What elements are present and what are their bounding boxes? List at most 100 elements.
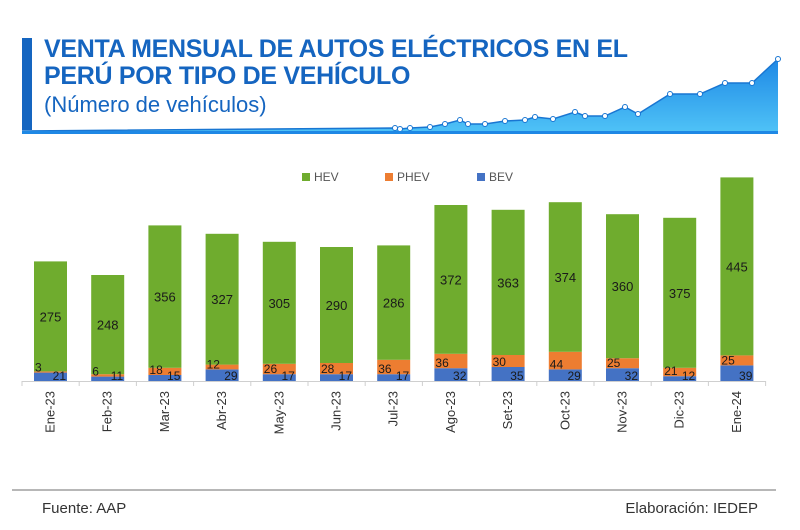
title-accent-bar xyxy=(22,38,32,130)
bar-group-Feb-23: 248 6 11 xyxy=(91,275,125,383)
chart-subtitle: (Número de vehículos) xyxy=(44,92,267,117)
bar-segment-bev xyxy=(720,365,754,381)
data-label-hev: 275 xyxy=(40,309,62,324)
trend-point xyxy=(635,111,641,117)
data-label-bev: 32 xyxy=(625,369,639,383)
x-axis: Ene-23 Feb-23 Mar-23 Abr-23 May-23 Jun-23 Jul-… xyxy=(21,381,767,434)
x-tick-label: Ene-23 xyxy=(43,391,58,433)
trend-point xyxy=(602,113,608,119)
legend-label-phev: PHEV xyxy=(397,170,430,184)
title-line-2: PERÚ POR TIPO DE VEHÍCULO xyxy=(44,62,411,90)
bar-segment-bev xyxy=(34,372,67,381)
x-tick-label: Dic-23 xyxy=(672,391,687,429)
trend-point xyxy=(667,91,673,97)
bar-segment-hev xyxy=(606,214,639,359)
data-label-bev: 11 xyxy=(111,369,124,383)
legend-item-bev: BEV xyxy=(477,170,513,184)
data-label-bev: 32 xyxy=(453,369,467,383)
legend-item-phev: PHEV xyxy=(385,170,430,184)
data-label-phev: 6 xyxy=(92,365,99,379)
legend-swatch-phev xyxy=(385,173,393,181)
bar-group-Dic-23: 375 21 12 xyxy=(663,217,697,383)
bar-segment-hev xyxy=(720,177,754,356)
bar-segment-hev xyxy=(663,217,697,368)
bar-segment-hev xyxy=(434,205,468,354)
data-label-phev: 25 xyxy=(607,356,621,370)
bar-segment-hev xyxy=(320,247,353,363)
chart-title: VENTA MENSUAL DE AUTOS ELÉCTRICOS EN EL … xyxy=(44,36,628,90)
bar-group-May-23: 305 26 17 xyxy=(262,241,296,383)
x-tick-label: Ago-23 xyxy=(443,391,458,433)
bar-segment-hev xyxy=(262,241,296,364)
legend-swatch-hev xyxy=(302,173,310,181)
legend-item-hev: HEV xyxy=(302,170,339,184)
trend-point xyxy=(582,113,588,119)
trend-point xyxy=(397,126,403,132)
bar-segment-bev xyxy=(91,376,125,381)
bar-group-Jun-23: 290 28 17 xyxy=(320,247,353,383)
bar-segment-phev xyxy=(91,374,125,377)
trend-point xyxy=(482,121,488,127)
data-label-hev: 372 xyxy=(440,272,462,287)
data-label-bev: 39 xyxy=(739,369,753,383)
trend-point xyxy=(457,117,463,123)
bar-segment-phev xyxy=(377,359,411,375)
bar-group-Ene-24: 445 25 39 xyxy=(720,177,754,383)
bar-segment-phev xyxy=(262,363,296,375)
data-label-phev: 26 xyxy=(264,362,278,376)
x-tick-label: Oct-23 xyxy=(557,391,572,430)
bar-segment-phev xyxy=(720,355,754,366)
x-tick-label: Nov-23 xyxy=(615,391,630,433)
bar-segment-bev xyxy=(606,368,639,381)
data-label-hev: 445 xyxy=(726,259,748,274)
trend-point xyxy=(427,124,433,130)
data-label-bev: 12 xyxy=(682,369,696,383)
trend-baseline xyxy=(22,131,778,134)
trend-point xyxy=(392,125,398,131)
bar-segment-bev xyxy=(148,375,182,381)
data-label-bev: 29 xyxy=(567,369,581,383)
bar-segment-phev xyxy=(205,364,239,370)
bar-segment-hev xyxy=(148,225,182,368)
x-tick-label: Jul-23 xyxy=(386,391,401,426)
bar-group-Jul-23: 286 36 17 xyxy=(377,245,411,383)
trend-point xyxy=(502,118,508,124)
x-tick-label: Mar-23 xyxy=(157,391,172,432)
bar-group-Ene-23: 275 3 21 xyxy=(34,261,67,383)
legend-label-bev: BEV xyxy=(489,170,513,184)
data-label-bev: 35 xyxy=(510,369,524,383)
bar-segment-phev xyxy=(34,371,67,373)
data-label-phev: 3 xyxy=(35,361,42,375)
legend-label-hev: HEV xyxy=(314,170,339,184)
data-label-bev: 17 xyxy=(281,369,295,383)
data-label-phev: 44 xyxy=(550,357,564,371)
trend-point xyxy=(442,121,448,127)
data-label-phev: 28 xyxy=(321,362,335,376)
bar-segment-bev xyxy=(262,374,296,381)
data-label-phev: 36 xyxy=(378,362,392,376)
trend-point xyxy=(532,114,538,120)
bar-segment-hev xyxy=(491,209,525,355)
data-label-phev: 30 xyxy=(493,355,507,369)
bar-segment-hev xyxy=(377,245,411,360)
data-label-hev: 375 xyxy=(669,286,691,301)
data-label-hev: 305 xyxy=(268,296,290,311)
credit-note: Elaboración: IEDEP xyxy=(625,500,758,517)
trend-point xyxy=(722,80,728,86)
bar-group-Nov-23: 360 25 32 xyxy=(606,214,639,383)
data-label-hev: 374 xyxy=(554,270,576,285)
data-label-phev: 36 xyxy=(435,356,449,370)
data-label-phev: 18 xyxy=(149,363,163,377)
data-label-phev: 12 xyxy=(207,357,221,371)
footer-divider xyxy=(12,489,776,491)
trend-point xyxy=(622,104,628,110)
data-label-bev: 29 xyxy=(224,369,238,383)
data-label-bev: 17 xyxy=(396,369,410,383)
trend-point xyxy=(775,56,781,62)
bar-segment-phev xyxy=(491,355,525,367)
bar-segment-hev xyxy=(91,275,125,375)
data-label-phev: 25 xyxy=(721,353,735,367)
